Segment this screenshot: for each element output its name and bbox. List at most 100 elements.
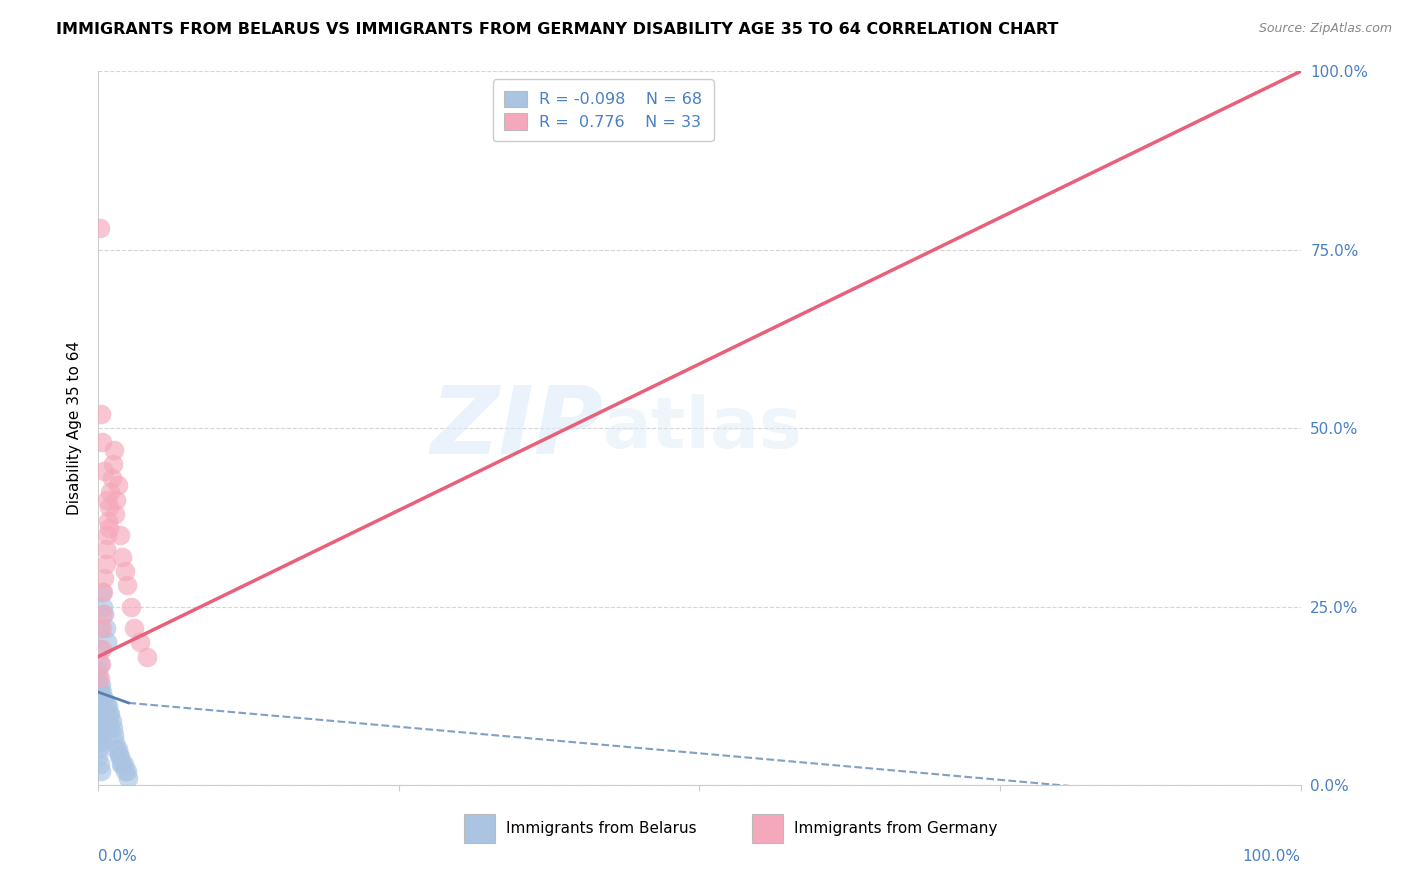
Point <box>97 699 120 714</box>
Point <box>98 500 121 514</box>
Point <box>120 599 142 614</box>
Point <box>108 749 131 764</box>
Point <box>129 635 152 649</box>
Point <box>87 699 110 714</box>
Point <box>96 528 118 542</box>
Point <box>117 764 139 778</box>
Point <box>103 728 125 742</box>
Point <box>89 692 111 706</box>
Point <box>97 714 120 728</box>
Point <box>90 657 112 671</box>
Point <box>94 621 117 635</box>
Point <box>89 657 111 671</box>
Point <box>89 699 111 714</box>
Point <box>111 549 134 564</box>
Point <box>114 764 136 778</box>
Point <box>94 542 117 557</box>
Legend: R = -0.098    N = 68, R =  0.776    N = 33: R = -0.098 N = 68, R = 0.776 N = 33 <box>494 79 714 141</box>
Point <box>105 492 128 507</box>
Text: ZIP: ZIP <box>430 382 603 475</box>
Bar <box>752 814 783 843</box>
Point <box>89 671 111 685</box>
Point <box>94 706 117 721</box>
Point <box>91 435 114 450</box>
Point <box>112 756 135 771</box>
Point <box>87 721 110 735</box>
Point <box>87 749 110 764</box>
Point <box>93 571 115 585</box>
Point <box>91 621 114 635</box>
Point <box>91 714 114 728</box>
Point <box>89 721 111 735</box>
Point <box>107 742 129 756</box>
Point <box>90 692 112 706</box>
Text: IMMIGRANTS FROM BELARUS VS IMMIGRANTS FROM GERMANY DISABILITY AGE 35 TO 64 CORRE: IMMIGRANTS FROM BELARUS VS IMMIGRANTS FR… <box>56 22 1059 37</box>
Bar <box>464 814 495 843</box>
Point <box>110 756 132 771</box>
Point <box>124 621 146 635</box>
Point <box>96 714 118 728</box>
Point <box>91 728 114 742</box>
Point <box>96 699 118 714</box>
Point <box>100 471 122 485</box>
Point <box>105 742 128 756</box>
Point <box>91 685 114 699</box>
Point <box>87 735 110 749</box>
Point <box>87 706 110 721</box>
Point <box>89 221 111 235</box>
Point <box>87 728 110 742</box>
Point <box>98 706 121 721</box>
Point <box>89 621 111 635</box>
Point <box>93 692 115 706</box>
Point <box>90 764 112 778</box>
Point <box>135 649 157 664</box>
Point <box>100 721 122 735</box>
Point <box>89 685 111 699</box>
Point <box>91 585 114 599</box>
Point <box>117 771 139 785</box>
Point <box>90 735 112 749</box>
Point <box>90 706 112 721</box>
Point <box>101 721 124 735</box>
Point <box>91 599 114 614</box>
Point <box>87 742 110 756</box>
Text: Immigrants from Germany: Immigrants from Germany <box>794 822 998 836</box>
Point <box>107 478 129 492</box>
Point <box>117 578 139 592</box>
Point <box>91 607 114 621</box>
Point <box>93 706 115 721</box>
Point <box>93 607 115 621</box>
Point <box>93 721 115 735</box>
Point <box>87 671 110 685</box>
Text: 0.0%: 0.0% <box>98 849 138 864</box>
Point <box>96 635 118 649</box>
Point <box>87 664 110 678</box>
Text: Source: ZipAtlas.com: Source: ZipAtlas.com <box>1258 22 1392 36</box>
Point <box>111 756 134 771</box>
Point <box>100 706 122 721</box>
Point <box>101 457 124 471</box>
Point <box>93 464 115 478</box>
Point <box>91 699 114 714</box>
Point <box>90 678 112 692</box>
Point <box>114 564 136 578</box>
Point <box>100 485 122 500</box>
Point <box>89 706 111 721</box>
Point <box>91 721 114 735</box>
Point <box>91 692 114 706</box>
Point <box>104 735 127 749</box>
Point <box>104 507 127 521</box>
Point <box>91 585 114 599</box>
Point <box>87 692 110 706</box>
Point <box>98 521 121 535</box>
Point <box>91 642 114 657</box>
Text: Immigrants from Belarus: Immigrants from Belarus <box>506 822 697 836</box>
Text: 100.0%: 100.0% <box>1243 849 1301 864</box>
Text: atlas: atlas <box>603 393 803 463</box>
Point <box>87 714 110 728</box>
Y-axis label: Disability Age 35 to 64: Disability Age 35 to 64 <box>67 341 83 516</box>
Point <box>108 749 131 764</box>
Point <box>89 756 111 771</box>
Point <box>89 642 111 657</box>
Point <box>94 721 117 735</box>
